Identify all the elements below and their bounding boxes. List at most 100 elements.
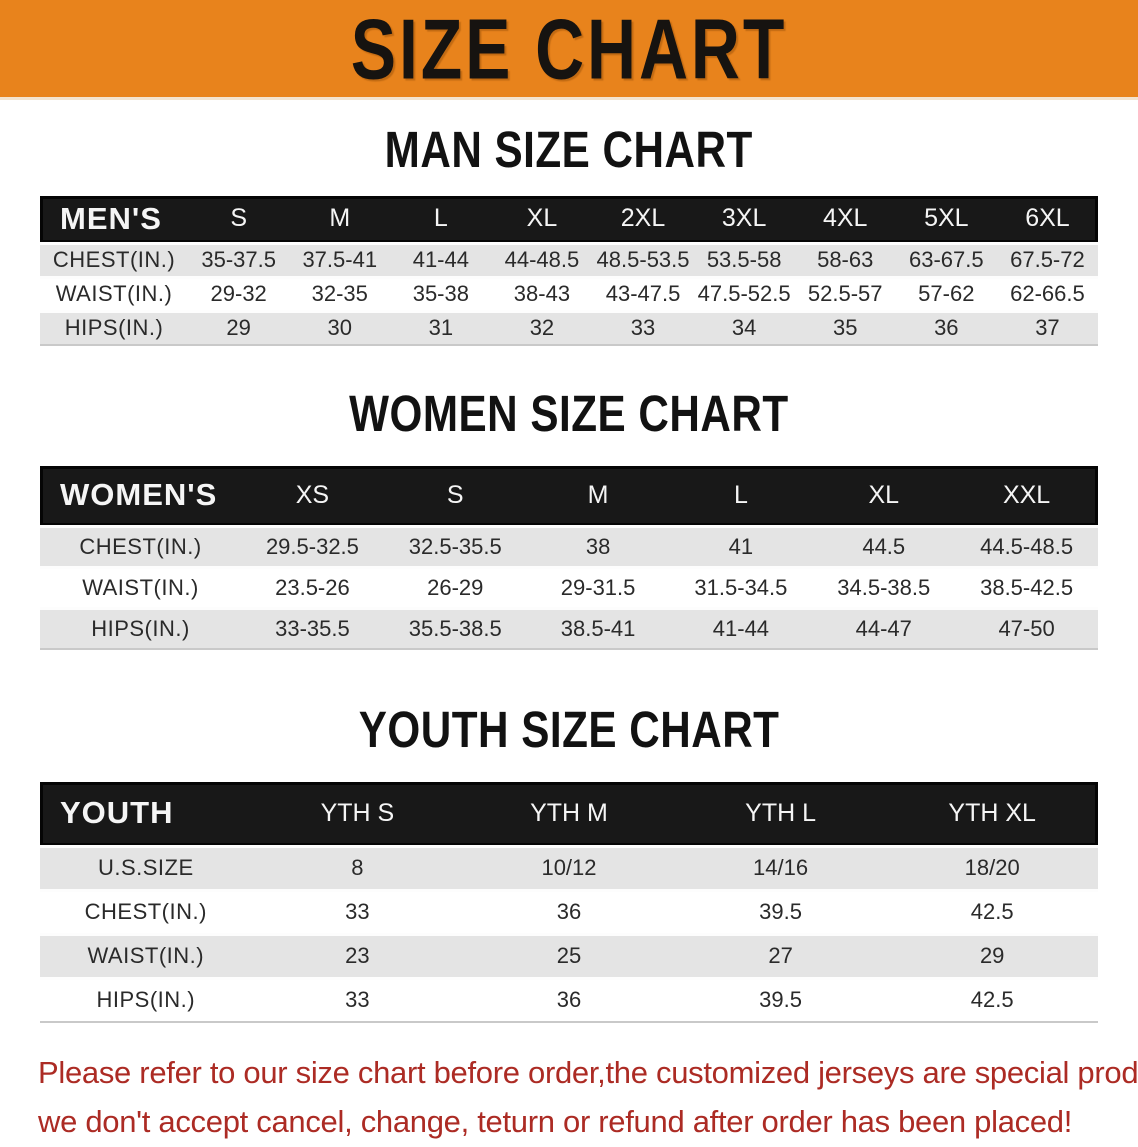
size-value-cell: 58-63 [817,247,874,272]
size-value-cell: 29 [226,315,251,341]
size-chart-banner: SIZE CHART [0,0,1138,100]
size-value-cell: 32-35 [311,281,368,306]
table-header-label: WOMEN'S [60,477,218,513]
size-value-cell: 48.5-53.5 [596,247,690,272]
women-section-heading: WOMEN SIZE CHART [0,386,1138,442]
size-value-cell: 42.5 [970,899,1014,924]
size-value-cell: 29-31.5 [560,574,636,600]
size-value-cell: 25 [556,943,582,968]
size-column-header: 5XL [924,204,969,233]
table-row: CHEST(IN.) 33 36 39.5 42.5 [40,890,1098,934]
size-value-cell: 34.5-38.5 [837,574,931,600]
size-column-header: 2XL [620,204,666,233]
size-value-cell: 35-38 [412,281,469,306]
size-value-cell: 38-43 [513,281,571,306]
table-row: HIPS(IN.) 33 36 39.5 42.5 [40,978,1098,1022]
size-column-header: S [230,204,247,233]
size-value-cell: 44-47 [855,615,912,641]
row-label: CHEST(IN.) [84,899,207,924]
size-value-cell: 63-67.5 [909,247,984,272]
youth-size-table: YOUTH YTH S YTH M YTH L YTH XL U.S.SIZE 8 10/12… [40,782,1098,1023]
size-value-cell: 8 [351,855,364,880]
table-row: WAIST(IN.) 23 25 27 29 [40,934,1098,978]
table-row: HIPS(IN.) 29 30 31 32 33 34 35 36 37 [40,311,1098,345]
size-column-header: L [433,204,448,233]
size-column-header: S [446,480,464,509]
size-column-header: YTH L [745,798,816,827]
disclaimer-line-1: Please refer to our size chart before or… [38,1055,1138,1090]
size-value-cell: 29-32 [210,281,267,306]
size-value-cell: 57-62 [918,281,975,306]
size-value-cell: 29.5-32.5 [265,533,359,559]
size-value-cell: 41 [728,533,754,559]
row-label: WAIST(IN.) [87,943,205,968]
size-value-cell: 33 [345,899,370,924]
size-value-cell: 33-35.5 [275,615,350,641]
table-header-label: YOUTH [60,795,174,831]
table-row: CHEST(IN.) 29.5-32.5 32.5-35.5 38 41 44.5 44.5… [40,526,1098,567]
size-value-cell: 38.5-42.5 [980,574,1074,600]
youth-section-heading-text: YOUTH SIZE CHART [358,702,780,759]
size-value-cell: 37 [1035,315,1060,341]
row-label: WAIST(IN.) [55,281,173,306]
row-label: WAIST(IN.) [82,574,199,600]
size-value-cell: 36 [934,315,959,341]
size-value-cell: 23 [345,943,370,968]
size-value-cell: 32 [529,315,555,341]
size-value-cell: 44-48.5 [504,247,580,272]
size-value-cell: 27 [768,943,793,968]
size-value-cell: 41-44 [412,247,469,272]
size-value-cell: 43-47.5 [605,281,681,306]
size-value-cell: 18/20 [964,855,1020,880]
size-value-cell: 29 [979,943,1005,968]
women-section-heading-text: WOMEN SIZE CHART [349,386,789,443]
size-value-cell: 23.5-26 [275,574,350,600]
size-column-header: M [329,204,351,233]
table-header-row: MEN'S S M L XL 2XL 3XL 4XL 5XL 6XL [40,196,1098,243]
youth-size-table-table: YOUTH YTH S YTH M YTH L YTH XL U.S.SIZE 8 10/12… [40,782,1098,1023]
banner-title: SIZE CHART [350,0,788,97]
mens-size-table-table: MEN'S S M L XL 2XL 3XL 4XL 5XL 6XL CHEST(IN.) 35-37… [40,196,1098,346]
size-value-cell: 26-29 [427,574,484,600]
size-column-header: YTH S [320,798,395,827]
size-column-header: XS [295,480,330,509]
size-value-cell: 33 [630,315,656,341]
size-value-cell: 35.5-38.5 [408,615,502,641]
row-label: HIPS(IN.) [96,987,196,1013]
table-row: HIPS(IN.) 33-35.5 35.5-38.5 38.5-41 41-44 44-… [40,608,1098,649]
man-section-heading: MAN SIZE CHART [0,122,1138,178]
size-value-cell: 35 [832,315,858,341]
size-column-header: L [733,480,748,509]
size-column-header: XXL [1002,480,1051,509]
size-column-header: 6XL [1025,204,1070,233]
table-header-row: WOMEN'S XS S M L XL XXL [40,466,1098,526]
table-header-label: MEN'S [60,200,162,236]
size-column-header: YTH XL [948,798,1036,827]
size-value-cell: 44.5 [862,533,906,559]
size-value-cell: 34 [731,315,757,341]
size-column-header: YTH M [530,798,608,827]
size-value-cell: 30 [327,315,352,341]
size-value-cell: 44.5-48.5 [980,533,1074,559]
size-value-cell: 52.5-57 [807,281,883,306]
size-value-cell: 14/16 [753,855,809,880]
size-value-cell: 42.5 [970,987,1014,1013]
mens-size-table: MEN'S S M L XL 2XL 3XL 4XL 5XL 6XL CHEST(IN.) 35-37… [40,196,1098,346]
size-value-cell: 33 [345,987,370,1013]
size-value-cell: 38 [585,533,611,559]
size-value-cell: 36 [556,987,582,1013]
disclaimer-line-2: we don't accept cancel, change, teturn o… [38,1103,1073,1139]
table-row: U.S.SIZE 8 10/12 14/16 18/20 [40,846,1098,890]
size-value-cell: 39.5 [759,987,802,1013]
row-label: HIPS(IN.) [64,315,164,341]
youth-section-heading: YOUTH SIZE CHART [0,702,1138,758]
size-value-cell: 37.5-41 [302,247,378,272]
size-value-cell: 32.5-35.5 [408,533,502,559]
size-value-cell: 35-37.5 [201,247,276,272]
row-label: CHEST(IN.) [52,247,176,272]
size-value-cell: 67.5-72 [1010,247,1085,272]
size-value-cell: 39.5 [759,899,802,924]
size-column-header: XL [868,480,900,509]
row-label: CHEST(IN.) [79,533,202,559]
size-column-header: 4XL [822,204,868,233]
